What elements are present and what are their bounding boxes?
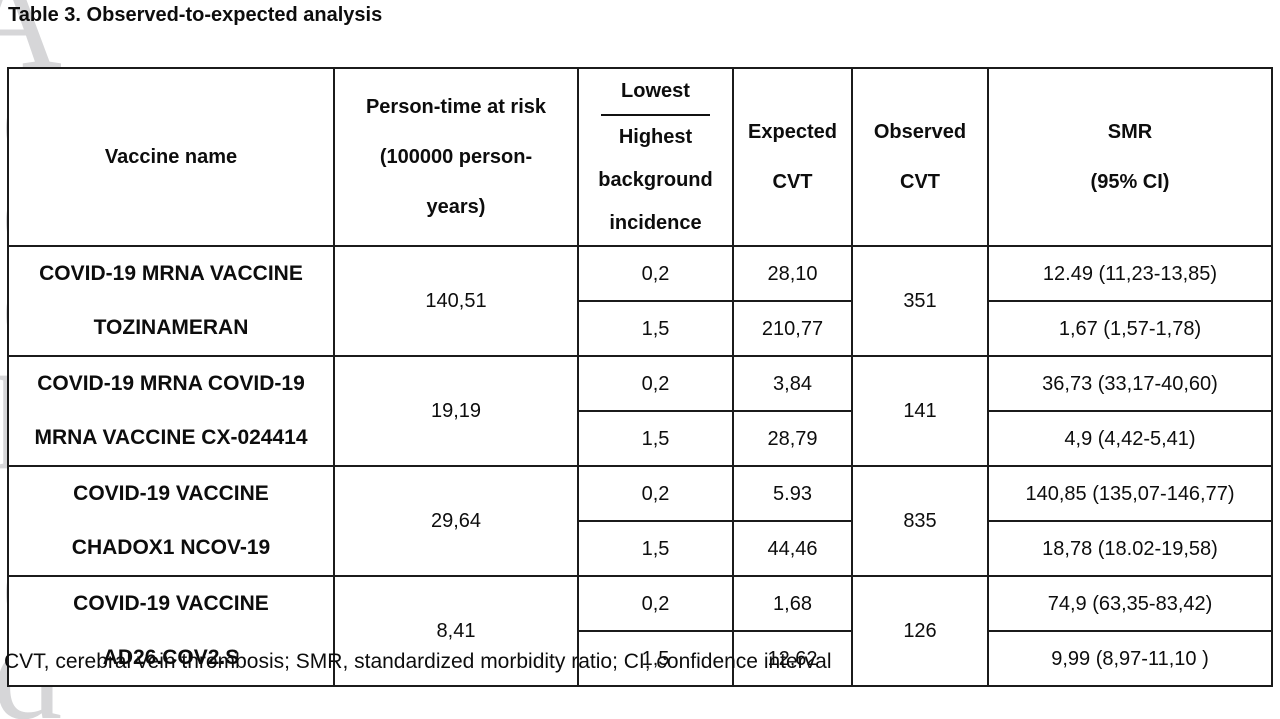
expected-cvt-cell: 5.93 xyxy=(732,465,853,522)
smr-cell: 1,67 (1,57-1,78) xyxy=(987,300,1273,357)
header-background-incidence: Lowest Highest background incidence xyxy=(577,67,734,247)
header-vaccine-name: Vaccine name xyxy=(7,67,335,247)
incidence-cell: 0,2 xyxy=(577,465,734,522)
table-row: COVID-19 MRNA COVID-19 MRNA VACCINE CX-0… xyxy=(7,355,1273,467)
person-time-cell: 8,41 xyxy=(333,575,579,687)
person-time-cell: 19,19 xyxy=(333,355,579,467)
expected-cvt-cell: 12,62 xyxy=(732,630,853,687)
table-row: 1,5 28,79 4,9 (4,42-5,41) xyxy=(8,410,1273,467)
table-title: Table 3. Observed-to-expected analysis xyxy=(8,4,383,26)
incidence-cell: 1,5 xyxy=(577,300,734,357)
observed-cvt-cell: 351 xyxy=(851,245,989,357)
smr-cell: 12.49 (11,23-13,85) xyxy=(987,245,1273,302)
vaccine-name-cell: COVID-19 VACCINE AD26.COV2.S xyxy=(7,575,335,687)
header-row: Vaccine name Person-time at risk (100000… xyxy=(7,67,1273,247)
smr-cell: 18,78 (18.02-19,58) xyxy=(987,520,1273,577)
smr-cell: 4,9 (4,42-5,41) xyxy=(987,410,1273,467)
expected-cvt-cell: 28,10 xyxy=(732,245,853,302)
table-row: 1,5 44,46 18,78 (18.02-19,58) xyxy=(8,520,1273,577)
incidence-cell: 1,5 xyxy=(577,520,734,577)
person-time-cell: 29,64 xyxy=(333,465,579,577)
smr-cell: 140,85 (135,07-146,77) xyxy=(987,465,1273,522)
vaccine-name-cell: COVID-19 MRNA VACCINE TOZINAMERAN xyxy=(7,245,335,357)
incidence-cell: 0,2 xyxy=(577,575,734,632)
header-person-time: Person-time at risk (100000 person- year… xyxy=(333,67,579,247)
table-row: COVID-19 VACCINE AD26.COV2.S 8,41 0,2 1,… xyxy=(7,575,1273,687)
header-incidence-lowest: Lowest xyxy=(601,70,710,116)
observed-to-expected-table: Vaccine name Person-time at risk (100000… xyxy=(7,67,1273,687)
table-row: COVID-19 MRNA VACCINE TOZINAMERAN 140,51… xyxy=(7,245,1273,357)
vaccine-name-cell: COVID-19 MRNA COVID-19 MRNA VACCINE CX-0… xyxy=(7,355,335,467)
incidence-cell: 1,5 xyxy=(577,410,734,467)
observed-cvt-cell: 126 xyxy=(851,575,989,687)
expected-cvt-cell: 28,79 xyxy=(732,410,853,467)
person-time-cell: 140,51 xyxy=(333,245,579,357)
incidence-cell: 1,5 xyxy=(577,630,734,687)
header-smr: SMR (95% CI) xyxy=(987,67,1273,247)
smr-cell: 9,99 (8,97-11,10 ) xyxy=(987,630,1273,687)
observed-cvt-cell: 835 xyxy=(851,465,989,577)
smr-cell: 74,9 (63,35-83,42) xyxy=(987,575,1273,632)
header-incidence-highest: Highest background incidence xyxy=(598,125,713,234)
table-footnote: CVT, cerebral vein thrombosis; SMR, stan… xyxy=(4,650,832,673)
vaccine-name-cell: COVID-19 VACCINE CHADOX1 NCOV-19 xyxy=(7,465,335,577)
incidence-cell: 0,2 xyxy=(577,245,734,302)
expected-cvt-cell: 210,77 xyxy=(732,300,853,357)
table-row: COVID-19 VACCINE CHADOX1 NCOV-19 29,64 0… xyxy=(7,465,1273,577)
expected-cvt-cell: 1,68 xyxy=(732,575,853,632)
observed-cvt-cell: 141 xyxy=(851,355,989,467)
table-row: 1,5 12,62 9,99 (8,97-11,10 ) xyxy=(8,630,1273,687)
table-row: 1,5 210,77 1,67 (1,57-1,78) xyxy=(8,300,1273,357)
incidence-cell: 0,2 xyxy=(577,355,734,412)
expected-cvt-cell: 3,84 xyxy=(732,355,853,412)
header-expected-cvt: Expected CVT xyxy=(732,67,853,247)
smr-cell: 36,73 (33,17-40,60) xyxy=(987,355,1273,412)
header-observed-cvt: Observed CVT xyxy=(851,67,989,247)
expected-cvt-cell: 44,46 xyxy=(732,520,853,577)
